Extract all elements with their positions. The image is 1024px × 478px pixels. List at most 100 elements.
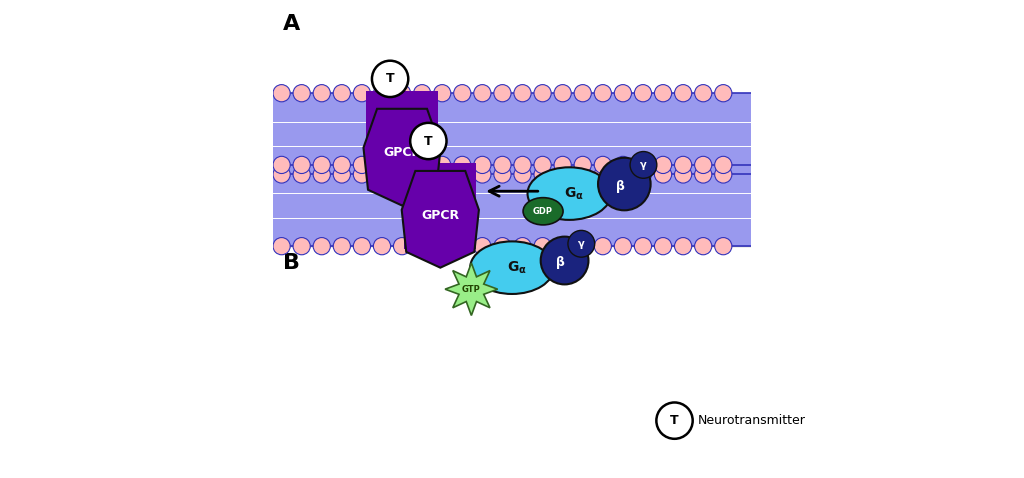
Circle shape <box>614 166 632 183</box>
Circle shape <box>574 156 591 174</box>
Circle shape <box>474 166 490 183</box>
Circle shape <box>454 156 471 174</box>
Circle shape <box>414 156 431 174</box>
Circle shape <box>715 238 732 255</box>
Circle shape <box>353 166 371 183</box>
Circle shape <box>634 166 651 183</box>
Ellipse shape <box>527 167 611 220</box>
Circle shape <box>568 230 595 257</box>
Text: GDP: GDP <box>534 207 553 216</box>
Circle shape <box>433 238 451 255</box>
Circle shape <box>353 85 371 102</box>
Circle shape <box>474 85 490 102</box>
Circle shape <box>654 156 672 174</box>
Circle shape <box>554 238 571 255</box>
Circle shape <box>393 166 411 183</box>
Circle shape <box>393 85 411 102</box>
Circle shape <box>494 238 511 255</box>
Circle shape <box>694 166 712 183</box>
Text: A: A <box>283 14 300 34</box>
Circle shape <box>634 238 651 255</box>
Circle shape <box>554 85 571 102</box>
Circle shape <box>675 166 692 183</box>
Circle shape <box>293 166 310 183</box>
Circle shape <box>594 238 611 255</box>
Circle shape <box>374 156 390 174</box>
Circle shape <box>675 238 692 255</box>
Circle shape <box>634 85 651 102</box>
Polygon shape <box>364 109 440 206</box>
Circle shape <box>273 238 290 255</box>
Circle shape <box>594 156 611 174</box>
Circle shape <box>273 156 290 174</box>
Circle shape <box>494 85 511 102</box>
Circle shape <box>333 85 350 102</box>
Circle shape <box>514 85 531 102</box>
Circle shape <box>494 156 511 174</box>
Text: T: T <box>424 134 433 148</box>
Circle shape <box>433 166 451 183</box>
Text: GTP: GTP <box>462 285 480 293</box>
Circle shape <box>675 156 692 174</box>
Circle shape <box>273 85 290 102</box>
Text: GPCR: GPCR <box>421 208 460 222</box>
Circle shape <box>630 152 656 178</box>
Circle shape <box>374 85 390 102</box>
Circle shape <box>433 156 451 174</box>
Circle shape <box>614 156 632 174</box>
Ellipse shape <box>470 241 554 294</box>
Bar <box>273 93 751 174</box>
Circle shape <box>414 238 431 255</box>
Circle shape <box>433 85 451 102</box>
Text: B: B <box>283 253 300 273</box>
Bar <box>273 165 751 246</box>
Circle shape <box>474 156 490 174</box>
Circle shape <box>333 238 350 255</box>
Circle shape <box>654 85 672 102</box>
Text: T: T <box>386 72 394 86</box>
Circle shape <box>554 156 571 174</box>
Circle shape <box>514 166 531 183</box>
Circle shape <box>574 238 591 255</box>
Bar <box>404 163 476 249</box>
Circle shape <box>494 166 511 183</box>
Circle shape <box>411 123 446 159</box>
Circle shape <box>541 237 589 284</box>
Circle shape <box>313 156 331 174</box>
Circle shape <box>393 238 411 255</box>
Circle shape <box>694 85 712 102</box>
Circle shape <box>374 238 390 255</box>
Circle shape <box>614 238 632 255</box>
Circle shape <box>414 85 431 102</box>
Circle shape <box>715 85 732 102</box>
Text: G$_\mathregular{\alpha}$: G$_\mathregular{\alpha}$ <box>507 260 526 276</box>
Circle shape <box>654 166 672 183</box>
Circle shape <box>333 166 350 183</box>
Circle shape <box>534 85 551 102</box>
Circle shape <box>514 238 531 255</box>
Circle shape <box>393 156 411 174</box>
Circle shape <box>454 238 471 255</box>
Circle shape <box>694 156 712 174</box>
Circle shape <box>654 238 672 255</box>
Circle shape <box>594 85 611 102</box>
Text: β: β <box>556 256 565 270</box>
Circle shape <box>454 166 471 183</box>
Circle shape <box>353 238 371 255</box>
Circle shape <box>614 85 632 102</box>
Circle shape <box>333 156 350 174</box>
Circle shape <box>313 166 331 183</box>
Circle shape <box>313 238 331 255</box>
Circle shape <box>293 85 310 102</box>
Circle shape <box>715 156 732 174</box>
Circle shape <box>598 158 650 210</box>
Circle shape <box>372 61 409 97</box>
Circle shape <box>694 238 712 255</box>
Circle shape <box>675 85 692 102</box>
Circle shape <box>574 85 591 102</box>
Circle shape <box>414 166 431 183</box>
Circle shape <box>454 85 471 102</box>
Circle shape <box>534 238 551 255</box>
Circle shape <box>554 166 571 183</box>
Bar <box>367 91 438 177</box>
